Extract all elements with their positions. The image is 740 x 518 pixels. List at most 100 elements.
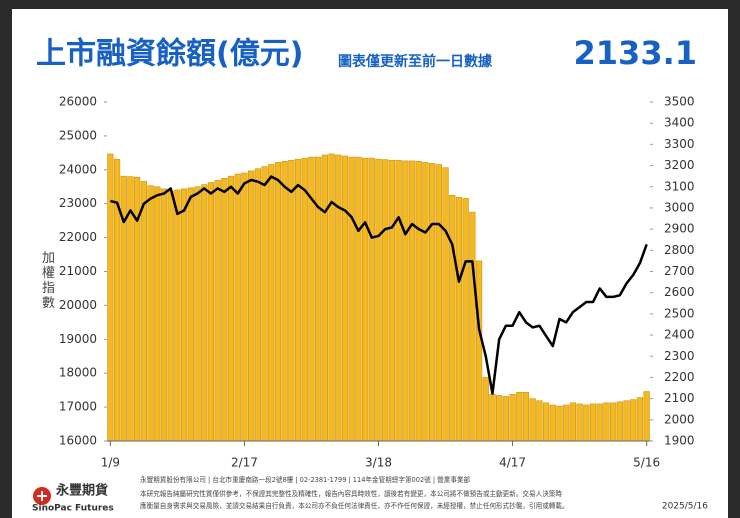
- bar: [281, 161, 288, 442]
- bar: [248, 170, 255, 442]
- bar: [301, 157, 308, 442]
- index-line: [110, 175, 648, 395]
- bar: [180, 188, 188, 442]
- y2-tick-label: 2000: [664, 412, 695, 426]
- bar: [630, 399, 637, 442]
- y-tick-label: 24000: [59, 162, 97, 176]
- bar: [361, 157, 369, 442]
- bar: [107, 153, 114, 442]
- bar: [201, 184, 208, 442]
- bar: [603, 402, 610, 442]
- bar: [214, 180, 221, 442]
- brand-en: SinoPac Futures: [32, 504, 114, 514]
- bar: [174, 189, 181, 442]
- bar: [147, 185, 154, 442]
- bar: [616, 401, 623, 442]
- brand: 永豐期貨: [55, 483, 108, 499]
- bar: [536, 400, 543, 442]
- bar: [502, 396, 509, 442]
- y-tick-label: 22000: [59, 230, 97, 244]
- x-tick-label: 5/16: [633, 456, 660, 470]
- bar: [455, 197, 463, 442]
- bar: [160, 188, 168, 442]
- bar: [375, 158, 382, 442]
- bar: [643, 391, 650, 442]
- bar: [542, 402, 550, 442]
- bar: [274, 162, 282, 442]
- bar: [187, 187, 194, 442]
- footer-line: 應衡量自身需求與交易風險，並請交易結果自行負責，本公司亦不負任何法律責任，亦不作…: [140, 501, 569, 510]
- bar: [355, 156, 362, 442]
- y-axis-label: 加權指數: [42, 251, 55, 311]
- x-tick-label: 1/9: [101, 456, 120, 470]
- bar: [589, 403, 597, 442]
- y-tick-label: 25000: [59, 128, 97, 142]
- y2-tick-label: 2500: [664, 306, 695, 320]
- bar: [288, 159, 295, 442]
- bar: [335, 154, 342, 442]
- y-tick-label: 23000: [59, 196, 97, 210]
- bar: [348, 156, 355, 442]
- bar: [221, 177, 228, 442]
- bar: [415, 161, 422, 442]
- latest-value: 2133.1: [574, 34, 697, 72]
- bar: [449, 194, 456, 442]
- bar: [596, 403, 603, 442]
- bar: [435, 164, 442, 442]
- bar: [549, 404, 556, 442]
- bar: [395, 159, 402, 442]
- bar: [522, 391, 530, 442]
- bar: [516, 391, 523, 442]
- y2-tick-label: 2800: [664, 243, 695, 257]
- bar: [469, 211, 476, 442]
- y2-tick-label: 2400: [664, 328, 695, 342]
- bar: [569, 402, 577, 442]
- bar: [509, 394, 516, 442]
- bar: [368, 157, 375, 442]
- bar: [496, 395, 503, 442]
- y2-tick-label: 2100: [664, 391, 695, 405]
- bar: [321, 154, 328, 442]
- bar: [268, 164, 275, 442]
- bar: [429, 163, 436, 442]
- bar: [328, 153, 335, 442]
- bar: [154, 186, 161, 442]
- bar: [556, 405, 563, 442]
- y-tick-label: 19000: [59, 332, 97, 346]
- bar: [382, 159, 389, 442]
- bar: [442, 167, 449, 442]
- bar: [194, 186, 201, 442]
- chart-title: 上市融資餘額(億元): [36, 37, 303, 72]
- bar: [261, 166, 268, 442]
- bar: [207, 182, 215, 442]
- y2-tick-label: 3000: [664, 200, 695, 214]
- y-tick-label: 16000: [59, 434, 97, 448]
- y2-tick-label: 3300: [664, 137, 695, 151]
- y2-tick-label: 3100: [664, 179, 695, 193]
- y2-tick-label: 3400: [664, 116, 695, 130]
- bar: [241, 172, 248, 442]
- bar: [408, 160, 416, 442]
- bar: [140, 181, 147, 442]
- bar: [489, 394, 496, 442]
- bar: [610, 402, 617, 442]
- bar: [583, 404, 590, 442]
- bar: [422, 162, 429, 442]
- bar: [254, 168, 261, 442]
- y2-tick-label: 1900: [664, 434, 695, 448]
- x-tick-label: 3/18: [365, 456, 392, 470]
- y2-tick-label: 2200: [664, 370, 695, 384]
- y2-tick-label: 2900: [664, 222, 695, 236]
- bar: [462, 198, 469, 442]
- footer-date: 2025/5/16: [662, 502, 708, 512]
- y-tick-label: 20000: [59, 298, 97, 312]
- chart-subtitle: 圖表僅更新至前一日數據: [338, 53, 493, 70]
- y-tick-label: 21000: [59, 264, 97, 278]
- y2-tick-label: 2600: [664, 285, 695, 299]
- bar: [227, 175, 235, 442]
- y2-tick-label: 2300: [664, 349, 695, 363]
- y-tick-label: 17000: [59, 400, 97, 414]
- bar: [529, 398, 536, 442]
- bar: [482, 377, 489, 442]
